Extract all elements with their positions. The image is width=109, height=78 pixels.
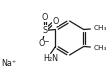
- Text: Na⁺: Na⁺: [2, 58, 17, 67]
- Text: O: O: [42, 13, 48, 22]
- Text: H₂N: H₂N: [43, 54, 58, 63]
- Text: CH₃: CH₃: [93, 26, 107, 32]
- Text: CH₃: CH₃: [93, 45, 107, 50]
- Text: S: S: [42, 26, 48, 35]
- Text: O: O: [39, 39, 45, 48]
- Text: O: O: [52, 17, 59, 26]
- Text: −: −: [43, 39, 49, 45]
